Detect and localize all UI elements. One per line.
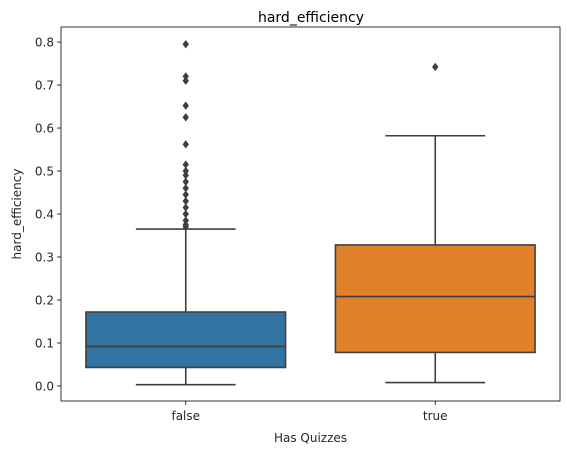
y-tick-label: 0.5 [35, 164, 54, 178]
outlier-point-false [182, 171, 189, 180]
y-tick-label: 0.7 [35, 78, 54, 92]
x-tick-label: true [423, 409, 448, 423]
outlier-point-false [182, 203, 189, 212]
outlier-point-false [182, 196, 189, 206]
y-tick-label: 0.0 [35, 379, 54, 393]
outlier-point-true [432, 62, 439, 72]
box-true [334, 244, 536, 354]
plot-area: 0.0 0.1 0.2 0.3 0.4 0.5 0.6 0.7 0.8 false true [35, 35, 536, 423]
y-tick-label: 0.1 [35, 336, 54, 350]
chart-title: hard_efficiency [258, 10, 364, 26]
box-false [85, 311, 287, 369]
y-tick-label: 0.6 [35, 121, 54, 135]
x-axis-label: Has Quizzes [274, 431, 347, 445]
y-tick-label: 0.8 [35, 35, 54, 49]
outlier-point-false [182, 166, 189, 176]
outlier-point-false [182, 101, 189, 110]
y-axis-label: hard_efficiency [10, 169, 24, 260]
outlier-point-false [182, 140, 189, 149]
outlier-point-false [182, 39, 189, 49]
outlier-point-false [182, 209, 189, 219]
plot-frame [60, 26, 561, 402]
y-tick-label: 0.3 [35, 250, 54, 264]
outlier-point-false [182, 160, 189, 169]
outlier-point-false [182, 184, 189, 193]
y-tick-label: 0.2 [35, 293, 54, 307]
y-tick-label: 0.4 [35, 207, 54, 221]
outlier-point-false [182, 216, 189, 225]
outlier-point-false [182, 177, 189, 186]
outlier-point-false [182, 222, 189, 232]
outlier-point-false [182, 190, 189, 199]
x-tick-label: false [171, 409, 200, 423]
outlier-point-false [182, 72, 189, 81]
outlier-point-false [182, 113, 189, 122]
outlier-point-false [182, 76, 189, 85]
